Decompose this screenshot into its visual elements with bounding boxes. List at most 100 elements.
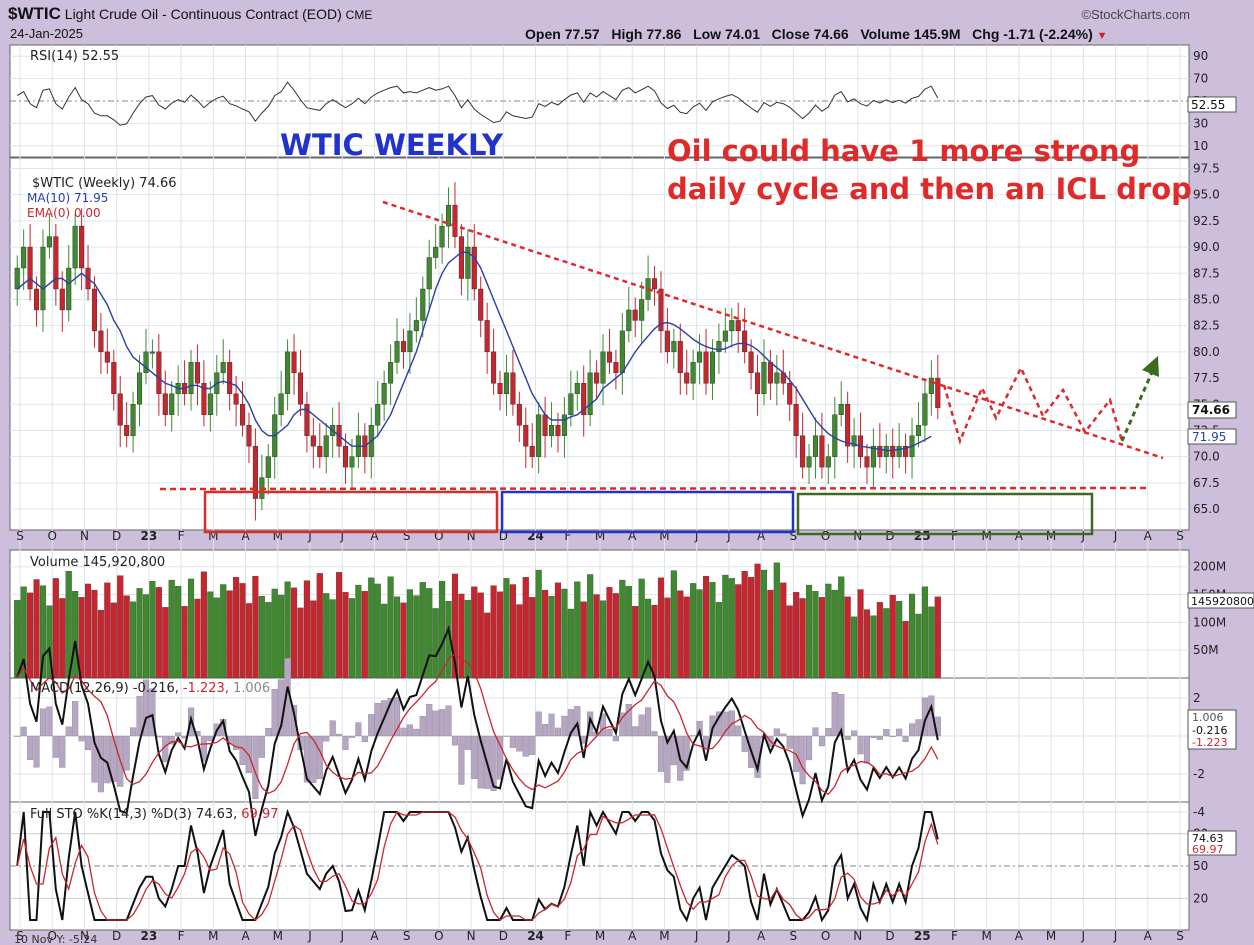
macd-histogram-bar xyxy=(265,727,272,737)
volume-bar xyxy=(799,598,806,679)
macd-histogram-bar xyxy=(316,735,323,780)
macd-histogram-bar xyxy=(709,715,716,737)
x-tick-label: N xyxy=(80,529,89,543)
price-tick-label: 92.5 xyxy=(1193,214,1220,228)
candle-body xyxy=(246,425,252,447)
x-tick-label: J xyxy=(726,529,731,543)
support-line xyxy=(159,486,1148,491)
volume-bar xyxy=(876,602,883,679)
volume-bar xyxy=(220,584,227,679)
candle-body xyxy=(400,341,406,353)
right-badges: 52.55 74.66 71.95 145920800 1.006 -0.216… xyxy=(1187,96,1254,856)
volume-bar xyxy=(509,584,516,679)
macd-histogram-bar xyxy=(329,720,336,737)
x-tick-label: A xyxy=(1015,929,1024,943)
ohlc-summary: Open 77.57 High 77.86 Low 74.01 Close 74… xyxy=(525,26,1108,42)
macd-histogram-bar xyxy=(805,735,813,761)
macd-histogram-bar xyxy=(142,679,150,737)
axis-ticks: SSOONNDD2323FFMMAAMMJJJJAASSOONNDD2424FF… xyxy=(16,49,1226,943)
ma-badge: 71.95 xyxy=(1192,430,1226,444)
x-tick-label: S xyxy=(16,929,24,943)
sto-legend: Full STO %K(14,3) %D(3) 74.63, 69.97 xyxy=(30,807,279,822)
candle-body xyxy=(742,330,748,353)
volume-bar xyxy=(503,578,510,679)
candle-body xyxy=(787,383,793,405)
price-tick-label: 65.0 xyxy=(1193,502,1220,516)
candle-body xyxy=(310,435,316,447)
candle-body xyxy=(684,372,690,384)
candle-body xyxy=(845,404,851,447)
volume-bar xyxy=(245,603,253,679)
volume-bar xyxy=(825,583,832,679)
macd-histogram-bar xyxy=(825,728,832,737)
candle-body xyxy=(439,225,445,248)
volume-bar xyxy=(664,597,671,679)
volume-bar xyxy=(290,587,298,679)
macd-histogram-bar xyxy=(477,735,484,789)
candle-body xyxy=(156,351,162,394)
volume-bar xyxy=(709,582,716,679)
volume-bar xyxy=(175,586,182,679)
volume-bar xyxy=(702,576,710,679)
x-tick-label: O xyxy=(47,929,56,943)
macd-histogram-bar xyxy=(194,731,201,737)
price-tick-label: 82.5 xyxy=(1193,319,1220,333)
volume-bar xyxy=(496,591,504,679)
macd-badge: -0.216 xyxy=(1192,724,1227,737)
candle-body xyxy=(864,456,870,468)
candle-body xyxy=(497,383,503,394)
macd-histogram-bar xyxy=(612,735,619,742)
macd-histogram-bar xyxy=(348,735,356,738)
candle-body xyxy=(40,246,46,311)
annotation-line-1: Oil could have 1 more strong xyxy=(667,134,1140,168)
candle-body xyxy=(735,320,741,332)
volume-bar xyxy=(168,579,175,679)
macd-histogram-bar xyxy=(91,735,98,783)
x-tick-label: J xyxy=(1081,929,1086,943)
candle-body xyxy=(890,445,896,457)
x-tick-label: M xyxy=(273,929,283,943)
volume-bar xyxy=(934,596,941,679)
volume-bar xyxy=(439,581,446,679)
candle-body xyxy=(819,435,825,468)
macd-histogram-bar xyxy=(39,708,47,737)
candle-body xyxy=(922,393,928,426)
candle-body xyxy=(722,330,728,342)
candle-body xyxy=(491,351,497,384)
candle-body xyxy=(98,330,104,353)
candle-body xyxy=(510,372,516,405)
x-tick-label: J xyxy=(694,529,699,543)
candle-body xyxy=(426,257,432,290)
x-tick-label: N xyxy=(853,929,862,943)
volume-bar xyxy=(490,585,497,679)
volume-bar xyxy=(458,593,465,679)
candle-body xyxy=(503,372,509,394)
volume-bar xyxy=(130,601,137,679)
volume-bar xyxy=(181,606,188,679)
volume-bar xyxy=(677,590,684,679)
volume-bar xyxy=(915,613,922,679)
sto-legend-d: 69.97 xyxy=(241,807,278,822)
price-tick-label: 95.0 xyxy=(1193,188,1220,202)
volume-bar xyxy=(52,578,59,679)
macd-histogram-bar xyxy=(20,726,27,737)
candle-body xyxy=(291,351,297,374)
x-tick-label: M xyxy=(659,529,669,543)
volume-bar xyxy=(393,596,401,679)
volume-bar xyxy=(748,577,755,679)
candle-body xyxy=(413,320,419,332)
volume-bar xyxy=(97,609,104,679)
x-tick-label: A xyxy=(1144,529,1153,543)
macd-tick-label: -2 xyxy=(1193,767,1205,781)
candle-body xyxy=(471,246,477,290)
candle-body xyxy=(832,414,838,457)
macd-histogram-bar xyxy=(831,691,838,737)
volume-bar xyxy=(690,583,697,679)
ma10-line xyxy=(16,251,932,452)
ma-badge-box xyxy=(1187,428,1237,445)
candle-body xyxy=(278,393,284,415)
candle-body xyxy=(619,330,625,374)
volume-bar xyxy=(522,577,529,679)
macd-histogram-bar xyxy=(908,723,916,737)
macd-histogram-bar xyxy=(509,735,516,748)
